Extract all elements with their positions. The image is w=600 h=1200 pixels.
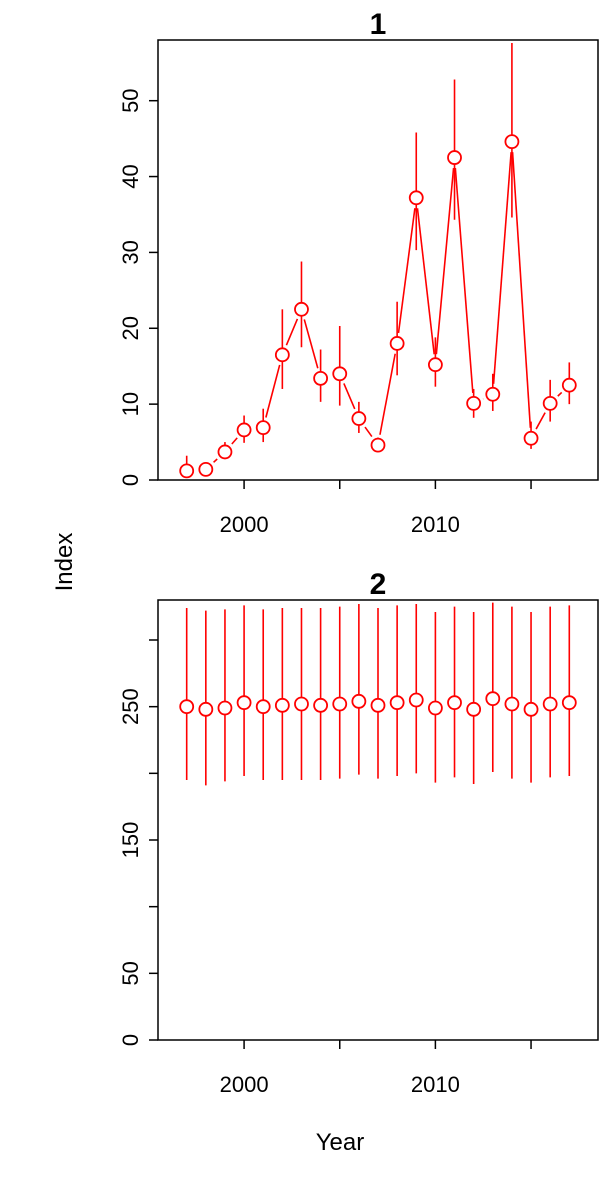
data-point [447, 695, 462, 711]
series-line-segment [285, 318, 299, 346]
data-point [466, 395, 482, 411]
data-point [313, 370, 329, 386]
data-point [332, 696, 348, 712]
data-point [351, 411, 367, 426]
y-tick-label: 0 [118, 474, 143, 486]
y-axis-label: Index [51, 533, 78, 592]
data-point [389, 336, 405, 351]
data-point [332, 366, 348, 382]
panel-2: 2 2000 2010 0 50 150 250 [118, 568, 599, 1097]
series-line-segment [557, 391, 563, 397]
series-line-segment [397, 208, 416, 334]
data-point [198, 461, 214, 477]
data-point [217, 700, 233, 716]
data-point [523, 430, 539, 446]
data-point [274, 347, 290, 363]
y-tick-label: 250 [118, 688, 143, 725]
data-point [408, 692, 424, 708]
series-line-segment [416, 208, 435, 355]
data-point [217, 444, 233, 460]
y-tick-label: 30 [118, 240, 143, 264]
data-point [236, 695, 252, 711]
data-point [294, 301, 309, 317]
panel-1: 1 2000 2010 0 10 20 30 40 50 [118, 8, 599, 537]
data-point [198, 701, 214, 717]
data-point [389, 695, 405, 711]
x-tick-label: 2010 [411, 512, 460, 537]
y-tick-label: 150 [118, 822, 143, 859]
plot-frame [157, 39, 599, 481]
x-tick-label: 2000 [220, 512, 269, 537]
data-point [561, 377, 577, 393]
series-line-segment [492, 152, 512, 384]
x-axis-label: Year [316, 1129, 365, 1156]
data-point [236, 422, 252, 438]
data-point [179, 463, 195, 479]
data-point [370, 697, 386, 713]
data-point [504, 696, 520, 712]
data-point [485, 691, 501, 707]
y-tick-label: 0 [118, 1034, 143, 1046]
data-point [294, 696, 309, 712]
data-point [504, 134, 520, 150]
data-point [313, 697, 329, 713]
data-point [274, 697, 290, 713]
series-line-segment [535, 412, 546, 430]
series-line-segment [265, 364, 281, 418]
data-point [427, 357, 443, 373]
series-line-segment [303, 319, 319, 369]
data-point [485, 386, 501, 402]
data-point [255, 699, 271, 715]
plot-frame [157, 599, 599, 1041]
series-line-segment [511, 152, 532, 428]
y-tick-label: 50 [118, 961, 143, 985]
x-tick-label: 2010 [411, 1072, 460, 1097]
data-point [408, 190, 424, 206]
data-point [427, 700, 443, 716]
y-tick-label: 50 [118, 88, 143, 112]
series-line-segment [379, 353, 396, 435]
y-tick-label: 40 [118, 164, 143, 188]
series-line-segment [435, 167, 455, 355]
data-point [179, 699, 195, 715]
data-point [542, 395, 558, 411]
data-point [370, 437, 386, 453]
series-line-segment [454, 167, 474, 393]
data-point [447, 150, 462, 165]
data-point [255, 420, 271, 436]
data-point [466, 701, 482, 717]
data-point [542, 696, 558, 712]
y-tick-label: 20 [118, 316, 143, 340]
series-line-segment [231, 437, 238, 445]
y-tick-label: 10 [118, 392, 143, 416]
series-line-segment [343, 383, 356, 410]
data-point [351, 693, 367, 709]
x-tick-label: 2000 [220, 1072, 269, 1097]
series-line-segment [364, 426, 373, 438]
data-point [523, 701, 539, 717]
panel-title: 1 [370, 8, 387, 41]
panel-title: 2 [370, 568, 387, 601]
data-point [561, 695, 577, 711]
series-line-segment [213, 458, 218, 463]
